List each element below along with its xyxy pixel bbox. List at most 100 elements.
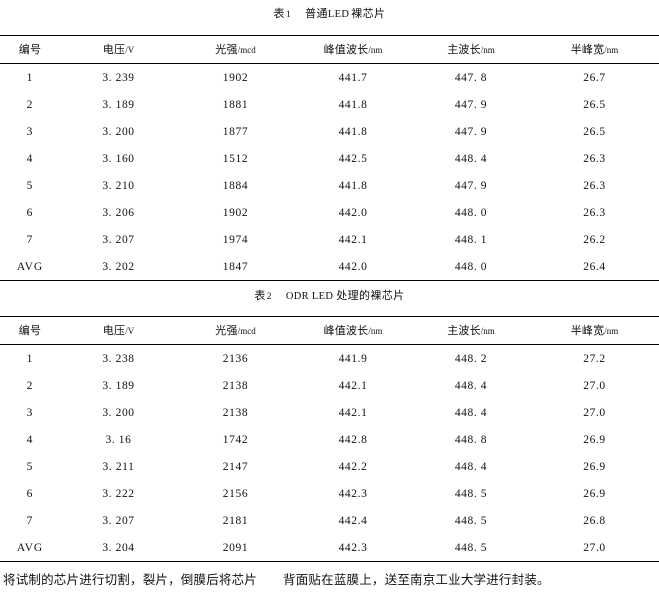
table-2-col-header-3-name: 峰值波长 — [323, 325, 369, 337]
table-1-cell-r3c3: 442.5 — [338, 152, 368, 165]
table-2-col-header-5-name: 半峰宽 — [570, 325, 605, 337]
table-1-cell-r4c4: 447. 9 — [454, 179, 488, 192]
table-1-col-header-5-name: 半峰宽 — [570, 44, 605, 56]
table-2-col-header-1-unit: /V — [125, 326, 135, 336]
table-2-cell-r1c0: 2 — [26, 379, 34, 392]
table-1-cell-r6c1: 3. 207 — [102, 233, 135, 246]
table-1-col-header-3: 峰值波长/nm — [294, 35, 412, 64]
table-2-cell-r1c4: 448. 4 — [454, 379, 488, 392]
table-row-average: AVG 3. 202 1847 442.0 448. 0 26.4 — [0, 253, 659, 280]
table-2-cell-r4c0: 5 — [26, 460, 34, 473]
table-1-col-header-4-name: 主波长 — [447, 44, 481, 56]
table-1-cell-r3c4: 448. 4 — [454, 152, 488, 165]
table-1-body: 1 3. 239 1902 441.7 447. 8 26.7 2 3. 189… — [0, 64, 659, 281]
table-1: 编号 电压/V 光强/mcd 峰值波长/nm 主波长/nm — [0, 35, 659, 280]
table-2-col-header-0-name: 编号 — [18, 325, 42, 337]
table-1-col-header-3-unit: /nm — [368, 45, 383, 55]
table-1-cell-r7c0: AVG — [16, 260, 44, 273]
table-1-cell-r5c1: 3. 206 — [102, 206, 135, 219]
table-1-cell-r0c4: 447. 8 — [454, 71, 488, 84]
table-2-cell-r4c2: 2147 — [222, 460, 249, 473]
table-1-caption-title-pre: 普通 — [305, 8, 328, 20]
table-2-cell-r1c1: 3. 189 — [102, 379, 135, 392]
table-1-caption-label: 表 — [273, 8, 285, 20]
table-1-cell-r6c4: 448. 1 — [454, 233, 488, 246]
body-paragraph: 将试制的芯片进行切割，裂片，倒膜后将芯片 背面贴在蓝膜上，送至南京工业大学进行封装… — [3, 569, 659, 588]
table-2-cell-r7c3: 442.3 — [338, 541, 368, 554]
table-2-cell-r5c5: 26.9 — [583, 487, 606, 500]
table-1-cell-r1c5: 26.5 — [583, 98, 606, 111]
table-1-cell-r7c1: 3. 202 — [102, 260, 135, 273]
table-1-caption-title-post: 裸芯片 — [351, 8, 386, 20]
table-1-cell-r7c4: 448. 0 — [454, 260, 488, 273]
table-2-col-header-2-name: 光强 — [215, 325, 238, 337]
table-1-cell-r2c3: 441.8 — [338, 125, 368, 138]
table-1-caption-number: 1 — [285, 10, 292, 20]
table-1-cell-r0c1: 3. 239 — [102, 71, 135, 84]
table-2-caption: 表2 ODR LED 处理的裸芯片 — [0, 291, 659, 303]
table-1-caption: 表1 普通LED 裸芯片 — [0, 9, 659, 21]
table-1-cell-r0c3: 441.7 — [338, 71, 368, 84]
table-2-cell-r2c5: 27.0 — [583, 406, 606, 419]
table-2-cell-r6c5: 26.8 — [583, 514, 606, 527]
table-1-cell-r3c1: 3. 160 — [102, 152, 135, 165]
table-2-cell-r5c0: 6 — [26, 487, 34, 500]
table-row: 1 3. 238 2136 441.9 448. 2 27.2 — [0, 345, 659, 373]
table-2-cell-r5c2: 2156 — [222, 487, 249, 500]
table-row: 3 3. 200 1877 441.8 447. 9 26.5 — [0, 118, 659, 145]
table-1-cell-r4c2: 1884 — [222, 179, 249, 192]
table-1-cell-r3c5: 26.3 — [583, 152, 606, 165]
table-2-cell-r1c5: 27.0 — [583, 379, 606, 392]
body-paragraph-segment-1: 将试制的芯片进行切割，裂片，倒膜后将芯片 — [3, 573, 258, 587]
table-2-cell-r7c2: 2091 — [222, 541, 249, 554]
table-1-cell-r0c0: 1 — [26, 71, 34, 84]
table-1-cell-r1c2: 1881 — [222, 98, 249, 111]
table-1-bottom-rule — [0, 280, 659, 281]
table-2-cell-r0c3: 441.9 — [338, 352, 368, 365]
table-2-cell-r0c4: 448. 2 — [454, 352, 488, 365]
table-1-cell-r3c2: 1512 — [222, 152, 249, 165]
table-2-cell-r1c3: 442.1 — [338, 379, 368, 392]
table-1-cell-r5c2: 1902 — [222, 206, 249, 219]
table-1-cell-r0c2: 1902 — [222, 71, 249, 84]
table-2-col-header-2: 光强/mcd — [177, 316, 294, 345]
table-1-cell-r1c4: 447. 9 — [454, 98, 488, 111]
table-1-cell-r5c3: 442.0 — [338, 206, 368, 219]
table-2-head: 编号 电压/V 光强/mcd 峰值波长/nm 主波长/nm — [0, 316, 659, 345]
table-2-cell-r3c0: 4 — [26, 433, 34, 446]
table-1-cell-r2c2: 1877 — [222, 125, 249, 138]
table-row-average: AVG 3. 204 2091 442.3 448. 5 27.0 — [0, 534, 659, 561]
table-row: 7 3. 207 2181 442.4 448. 5 26.8 — [0, 507, 659, 534]
table-1-cell-r7c2: 1847 — [222, 260, 249, 273]
table-2-cell-r2c4: 448. 4 — [454, 406, 488, 419]
table-2-cell-r3c5: 26.9 — [583, 433, 606, 446]
table-1-wrapper: 编号 电压/V 光强/mcd 峰值波长/nm 主波长/nm — [0, 35, 659, 281]
table-1-cell-r7c5: 26.4 — [583, 260, 606, 273]
table-1-cell-r4c1: 3. 210 — [102, 179, 135, 192]
table-1-col-header-4: 主波长/nm — [412, 35, 530, 64]
table-2-bottom-rule — [0, 561, 659, 562]
table-2-col-header-1: 电压/V — [60, 316, 177, 345]
table-1-cell-r0c5: 26.7 — [583, 71, 606, 84]
table-row: 3 3. 200 2138 442.1 448. 4 27.0 — [0, 399, 659, 426]
table-2-caption-title-post: 处理的裸芯片 — [336, 290, 405, 302]
table-1-col-header-1-name: 电压 — [102, 44, 126, 56]
table-1-cell-r4c3: 441.8 — [338, 179, 368, 192]
table-1-cell-r5c0: 6 — [26, 206, 34, 219]
table-1-col-header-2-unit: /mcd — [237, 45, 256, 55]
table-1-cell-r3c0: 4 — [26, 152, 34, 165]
table-1-head: 编号 电压/V 光强/mcd 峰值波长/nm 主波长/nm — [0, 35, 659, 64]
table-1-col-header-5-unit: /nm — [604, 45, 619, 55]
table-1-cell-r4c0: 5 — [26, 179, 34, 192]
table-2-cell-r7c4: 448. 5 — [454, 541, 488, 554]
table-1-cell-r2c4: 447. 9 — [454, 125, 488, 138]
table-1-col-header-2-name: 光强 — [215, 44, 238, 56]
table-2-cell-r3c1: 3. 16 — [105, 433, 132, 446]
table-row: 7 3. 207 1974 442.1 448. 1 26.2 — [0, 226, 659, 253]
table-2-cell-r0c1: 3. 238 — [102, 352, 135, 365]
table-1-cell-r2c5: 26.5 — [583, 125, 606, 138]
table-2-cell-r4c5: 26.9 — [583, 460, 606, 473]
table-2-col-header-4: 主波长/nm — [412, 316, 530, 345]
table-2-cell-r2c3: 442.1 — [338, 406, 368, 419]
table-2-caption-label: 表 — [254, 290, 266, 302]
